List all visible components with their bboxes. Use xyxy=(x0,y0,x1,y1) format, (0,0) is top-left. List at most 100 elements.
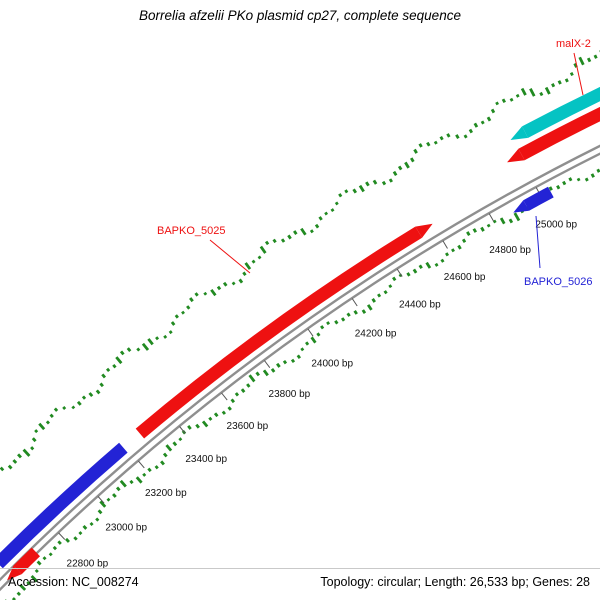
plot-dot xyxy=(95,389,101,395)
gene-band xyxy=(523,186,554,211)
plot-dot xyxy=(515,93,520,98)
plot-dot xyxy=(129,479,134,485)
gene-band xyxy=(522,86,600,138)
plot-dot xyxy=(596,168,600,173)
plot-dot xyxy=(451,248,455,253)
plot-dot xyxy=(17,453,22,459)
plot-dot xyxy=(544,86,551,95)
plot-dot xyxy=(551,83,556,88)
tick-label-24600: 24600 bp xyxy=(444,272,486,283)
plot-dot xyxy=(358,184,365,193)
plot-dot xyxy=(57,540,62,545)
plot-dot xyxy=(318,216,323,221)
plot-dot xyxy=(276,362,281,368)
status-bar: Accession: NC_008274 Topology: circular;… xyxy=(0,568,600,600)
plot-dot xyxy=(300,227,307,236)
plot-dot xyxy=(106,497,111,502)
tick-labels: 22800 bp 23000 bp 23200 bp 23400 bp 23600 bp… xyxy=(67,219,578,569)
page-title: Borrelia afzelii PKo plasmid cp27, compl… xyxy=(139,8,461,23)
plot-dot xyxy=(119,479,127,488)
plot-dot xyxy=(30,446,35,451)
plot-dot xyxy=(203,291,208,296)
plot-dot xyxy=(248,374,256,383)
plot-dot xyxy=(34,568,39,574)
tick-label-23600: 23600 bp xyxy=(227,421,269,432)
plot-dot xyxy=(238,278,244,284)
gene-arc-BAPKO_5025 xyxy=(135,223,433,439)
plot-dot xyxy=(314,223,320,229)
gene-arc-gene-red-upper xyxy=(507,106,600,163)
plot-dot xyxy=(578,56,585,66)
plot-dot xyxy=(31,437,37,443)
plot-dot xyxy=(290,358,296,364)
gene-arrow-tip xyxy=(510,126,529,140)
tick-mark-24600 xyxy=(442,240,448,249)
gene-arrow-tip xyxy=(513,200,530,213)
plot-dot xyxy=(486,223,491,228)
plot-dot xyxy=(346,312,351,317)
plot-dot xyxy=(353,310,358,315)
plot-dot xyxy=(548,186,553,191)
plot-dot xyxy=(293,230,298,235)
plot-dot xyxy=(172,441,178,447)
plot-dot xyxy=(257,255,262,260)
gene-arrow-tip xyxy=(507,148,525,163)
plot-dot xyxy=(73,536,78,541)
plot-dot xyxy=(195,423,200,429)
gene-label-line xyxy=(573,52,584,96)
plot-dot xyxy=(95,517,100,522)
plot-dot xyxy=(52,545,58,551)
plot-dot xyxy=(7,464,13,470)
plot-dot xyxy=(135,476,143,484)
gc-plot-outer xyxy=(0,49,600,472)
plot-dot xyxy=(413,148,418,154)
gene-arrow-tip xyxy=(415,223,433,238)
tick-marks xyxy=(58,187,541,540)
tick-mark-23600 xyxy=(221,392,228,401)
plot-dot xyxy=(520,87,527,96)
plot-dot xyxy=(280,238,286,243)
plot-dot xyxy=(101,373,107,379)
gene-arc-BAPKO_5026 xyxy=(513,186,554,213)
gene-arc-gene-red-corner xyxy=(7,547,40,581)
plot-dot xyxy=(406,272,411,277)
plot-dot xyxy=(168,330,173,335)
plot-dot xyxy=(26,580,31,586)
tick-mark-24200 xyxy=(351,298,358,307)
plot-dot xyxy=(445,252,450,257)
plot-dot xyxy=(97,509,103,515)
plot-dot xyxy=(71,405,76,410)
plot-dot xyxy=(194,292,199,297)
gene-arrow-tip xyxy=(7,565,22,581)
plot-dot xyxy=(326,321,331,326)
plot-dot xyxy=(170,321,176,326)
plot-dot xyxy=(227,406,232,411)
plot-dot xyxy=(501,98,506,104)
plot-dot xyxy=(463,134,468,139)
plot-dot xyxy=(115,486,121,492)
plot-dot xyxy=(300,347,305,352)
tick-label-23400: 23400 bp xyxy=(185,454,227,465)
plot-dot xyxy=(141,342,150,351)
plot-dot xyxy=(564,78,569,83)
plot-dot xyxy=(556,184,561,190)
plot-dot xyxy=(366,304,373,311)
plot-dot xyxy=(557,80,562,85)
plot-dot xyxy=(287,234,292,240)
plot-dot xyxy=(246,383,251,388)
gene-label-line xyxy=(209,239,251,274)
plot-dot xyxy=(240,388,246,393)
plot-dot xyxy=(242,271,247,276)
plot-dot xyxy=(316,332,321,337)
gene-arc-gene-blue-lower xyxy=(0,442,128,569)
tick-label-22800: 22800 bp xyxy=(67,559,109,570)
plot-dot xyxy=(352,188,358,194)
plot-dot xyxy=(213,412,219,418)
plot-dot xyxy=(36,560,42,566)
plot-dot xyxy=(106,367,111,373)
plot-dot xyxy=(486,116,492,122)
plot-dot xyxy=(372,179,378,185)
plot-dot xyxy=(251,259,256,264)
